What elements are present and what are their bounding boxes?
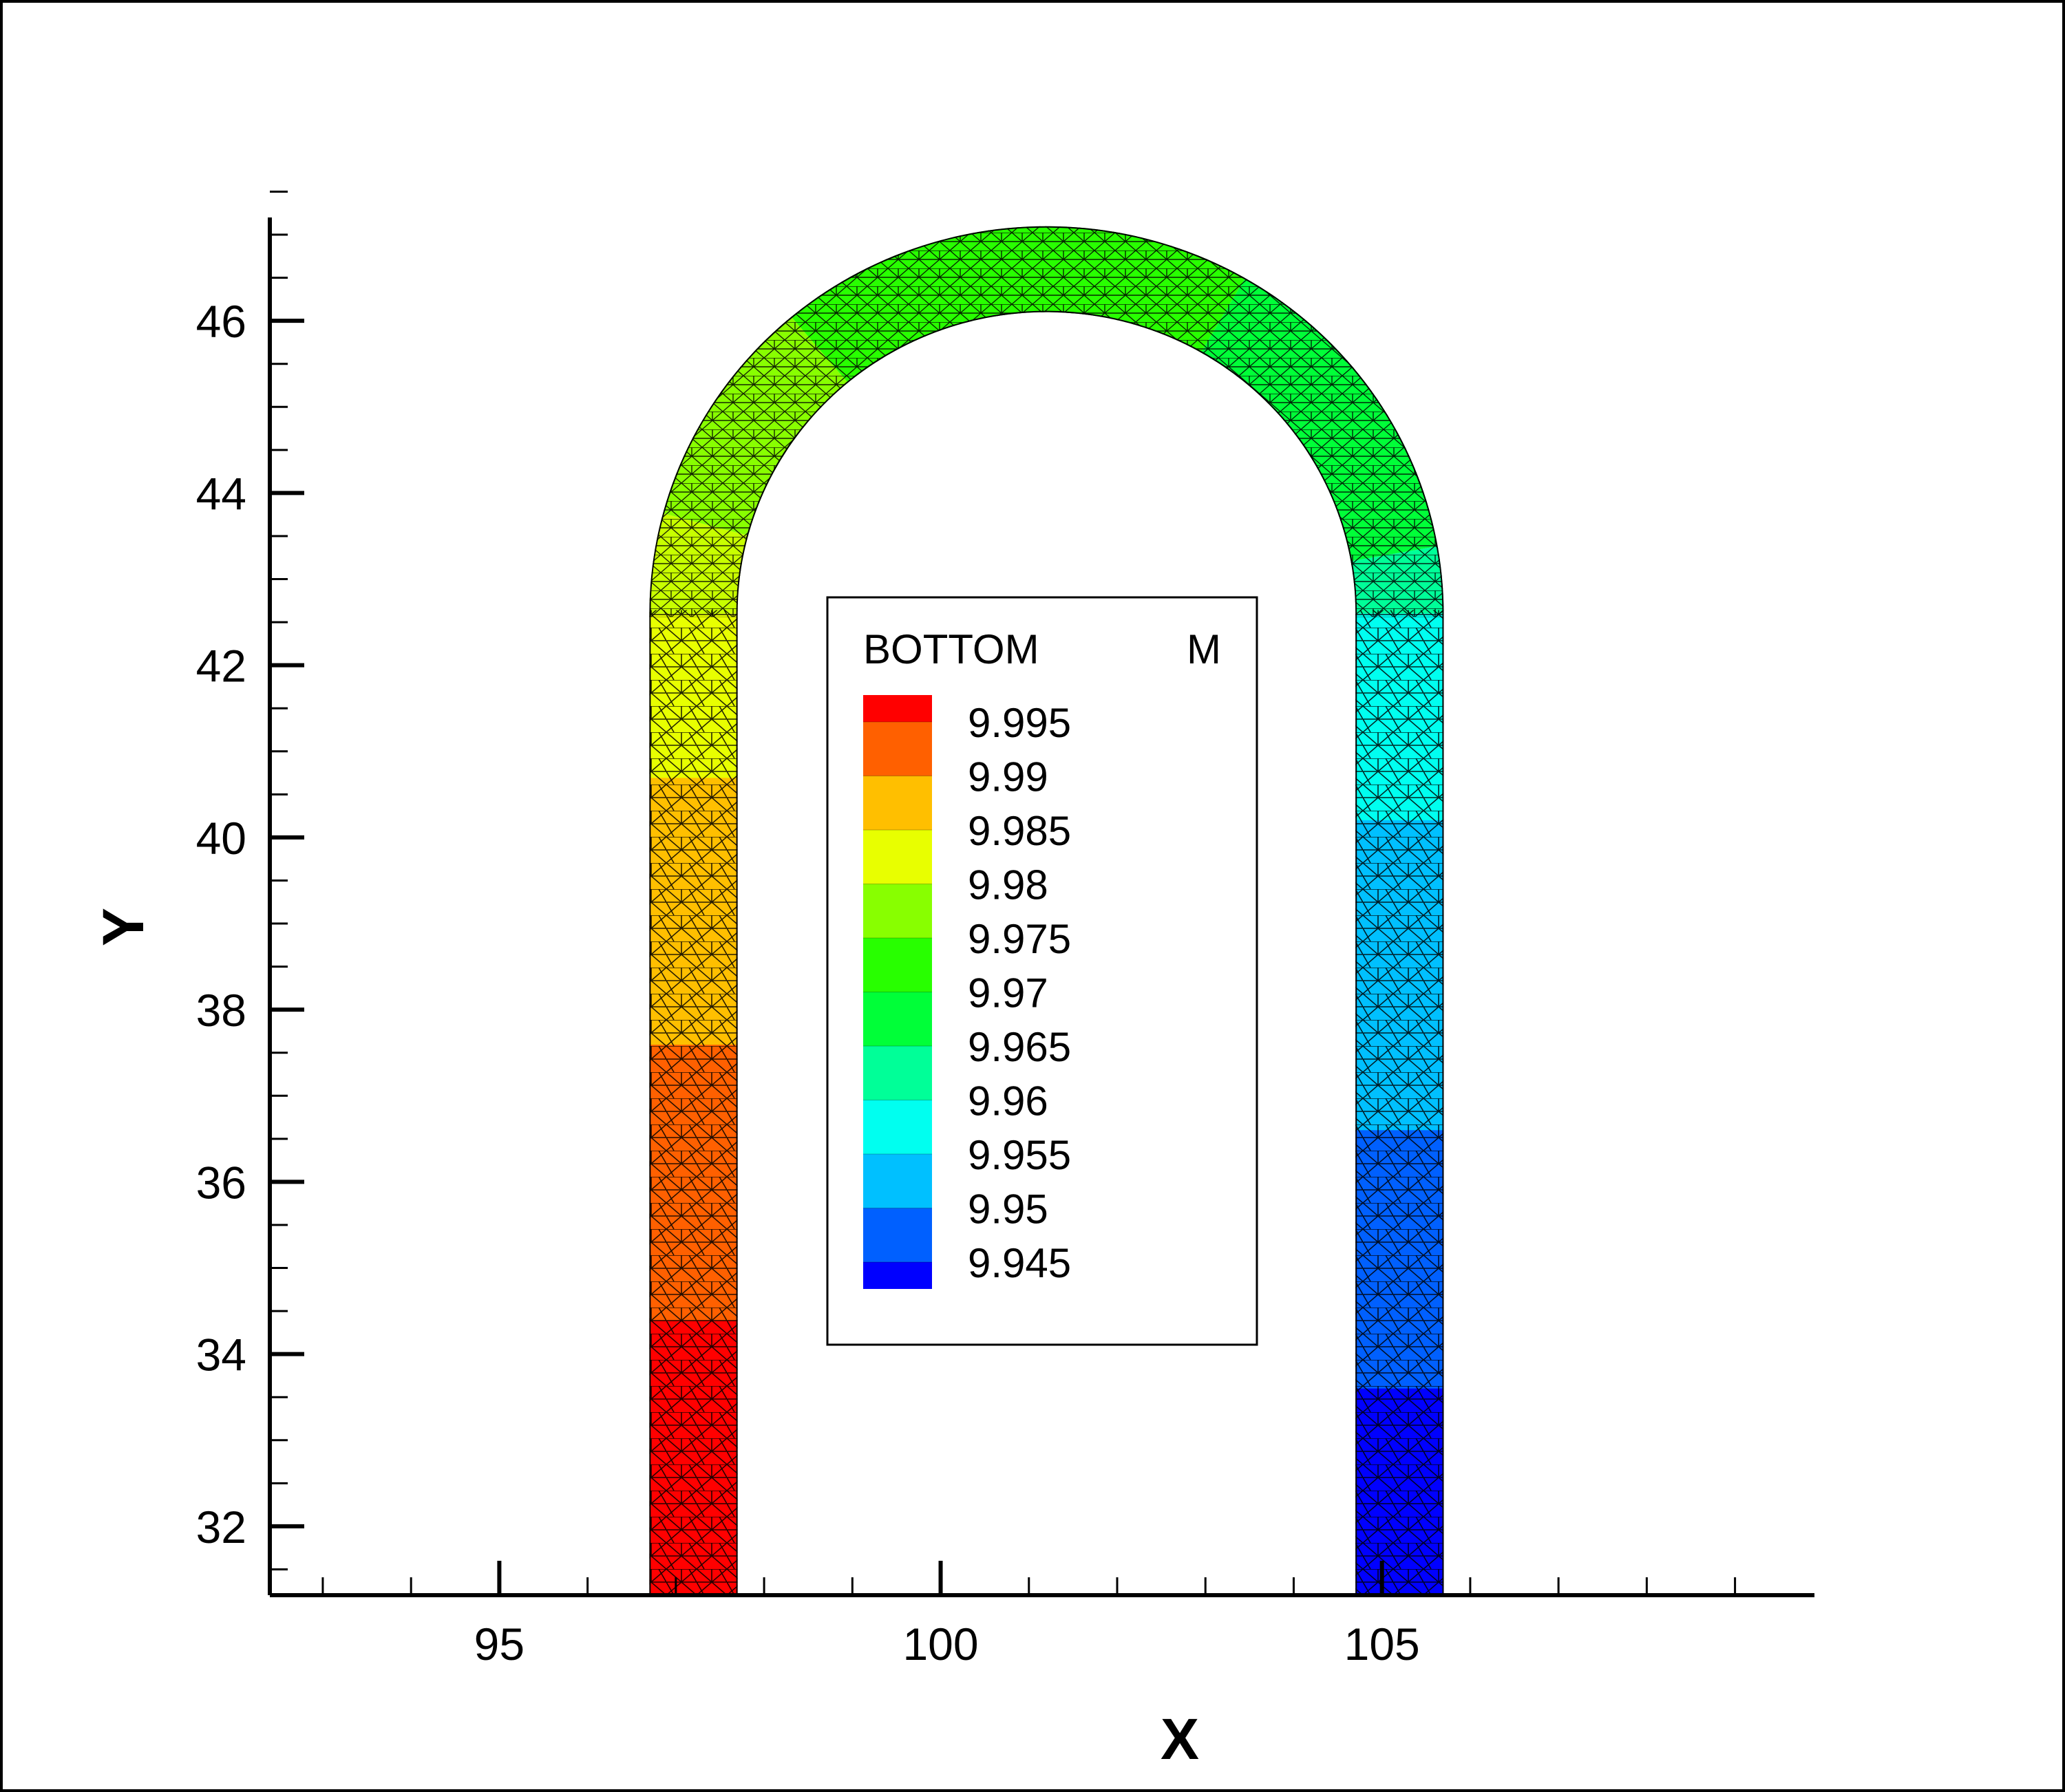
legend-unit: M	[1187, 626, 1221, 672]
legend-level-label: 9.99	[968, 754, 1048, 800]
legend-swatch	[863, 992, 932, 1046]
legend-swatch	[863, 1154, 932, 1208]
legend-level-label: 9.975	[968, 916, 1071, 962]
legend-level-label: 9.96	[968, 1078, 1048, 1124]
legend: BOTTOM M 9.995 9.99 9.985 9.98 9.975 9.97 9.965 9…	[826, 596, 1258, 1346]
legend-level-label: 9.98	[968, 862, 1048, 908]
legend-level-label: 9.995	[968, 700, 1071, 746]
mesh-left-leg	[649, 610, 741, 1595]
mesh-arc	[649, 226, 1444, 617]
legend-level-label: 9.945	[968, 1240, 1071, 1286]
legend-variable: BOTTOM	[863, 626, 1039, 672]
legend-level-label: 9.95	[968, 1186, 1048, 1233]
legend-swatch	[863, 830, 932, 884]
y-tick-label: 40	[196, 813, 246, 864]
y-tick-label: 34	[196, 1330, 246, 1380]
legend-level-label: 9.97	[968, 970, 1048, 1016]
y-tick-label: 32	[196, 1502, 246, 1553]
legend-swatch	[863, 1208, 932, 1262]
y-tick-label: 44	[196, 468, 246, 519]
x-tick-label: 95	[474, 1619, 525, 1670]
y-tick-label: 38	[196, 985, 246, 1036]
axes: 95 100 105 32 34 36 38 40 42 44 46 X Y	[91, 190, 1814, 1771]
legend-level-label: 9.955	[968, 1132, 1071, 1178]
legend-swatch	[863, 1100, 932, 1154]
y-tick-label: 36	[196, 1157, 246, 1208]
legend-swatch	[863, 938, 932, 992]
y-tick-label: 42	[196, 641, 246, 692]
x-tick-label: 100	[902, 1619, 978, 1670]
legend-level-label: 9.965	[968, 1024, 1071, 1070]
x-tick-label: 105	[1344, 1619, 1420, 1670]
x-axis-title: X	[1161, 1707, 1199, 1771]
legend-swatch	[863, 695, 932, 722]
legend-swatch	[863, 722, 932, 776]
legend-swatch	[863, 884, 932, 938]
legend-swatch	[863, 1262, 932, 1289]
legend-level-label: 9.985	[968, 808, 1071, 854]
y-axis-title: Y	[91, 908, 156, 946]
legend-swatch	[863, 776, 932, 830]
mesh-right-leg	[1352, 610, 1444, 1595]
legend-swatch	[863, 1046, 932, 1100]
y-tick-label: 46	[196, 296, 246, 347]
